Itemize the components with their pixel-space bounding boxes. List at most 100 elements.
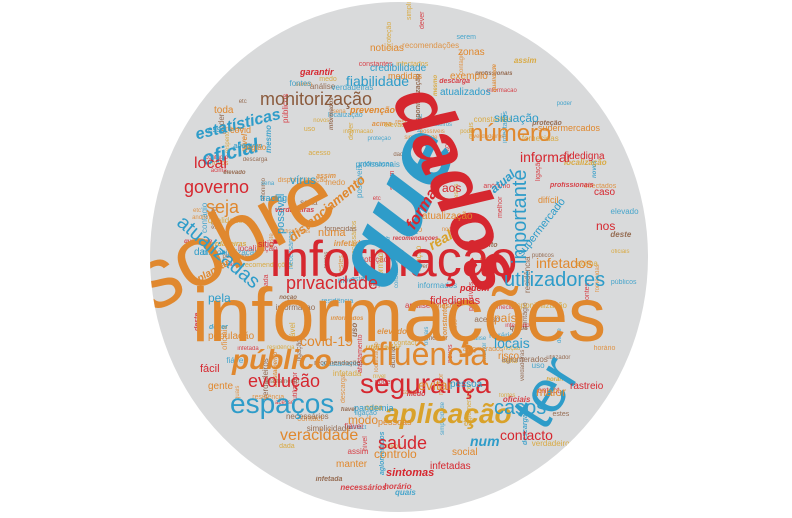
filler-word: casa xyxy=(364,403,383,413)
filler-word: aglomerados xyxy=(462,346,504,354)
word-podem: podem xyxy=(460,283,490,293)
filler-word: elevado xyxy=(377,327,407,337)
word-exemplo: exemplo xyxy=(450,71,488,82)
filler-word: nível xyxy=(372,373,386,380)
word-controlo: controlo xyxy=(374,447,417,461)
word-infetados: infetados xyxy=(536,255,593,271)
filler-word: simplicidade xyxy=(406,2,413,20)
word-informacao: informação xyxy=(270,231,518,287)
filler-word: sena xyxy=(332,108,346,115)
word-pela: pela xyxy=(208,291,231,305)
filler-word: proteção xyxy=(367,135,391,142)
word-informacoes: informações xyxy=(192,273,606,358)
word-atualizados: atualizados xyxy=(440,87,491,98)
word-atualizacao: atualização xyxy=(422,211,473,222)
filler-word: acima xyxy=(371,120,392,128)
filler-word: fornecidas xyxy=(521,134,559,144)
word-saude: saúde xyxy=(378,433,428,453)
filler-word: dever xyxy=(209,324,228,332)
filler-word: fontes xyxy=(499,392,516,399)
filler-word: qualidade xyxy=(207,215,243,225)
filler-word: poder xyxy=(374,378,393,386)
filler-word: qualidade xyxy=(184,239,213,246)
filler-word: elevado xyxy=(610,206,639,216)
filler-word: dada xyxy=(479,255,498,265)
filler-word: recomendações xyxy=(314,359,364,367)
filler-word: constantes xyxy=(358,60,393,68)
word-informar: informar xyxy=(520,149,572,165)
filler-word: verdadeiros xyxy=(420,121,453,128)
filler-word: dever xyxy=(412,264,428,271)
filler-word: novos xyxy=(209,160,229,168)
filler-word: casa xyxy=(401,388,417,396)
filler-word: residência xyxy=(321,297,354,305)
filler-word: mesmo xyxy=(407,97,433,105)
word-espacos: espaços xyxy=(230,388,335,419)
word-fiabilidade: fiabilidade xyxy=(346,73,410,89)
word-garantir: garantir xyxy=(300,67,334,77)
filler-word: oficiais xyxy=(502,394,531,404)
filler-word: informacao xyxy=(487,87,517,94)
filler-word: verdadeiras xyxy=(207,241,247,249)
filler-word: públicos xyxy=(531,253,554,260)
word-essa: essa xyxy=(208,125,225,134)
word-contacto: contacto xyxy=(500,427,553,443)
filler-word: anónimo xyxy=(233,142,263,150)
filler-word: simplicidade xyxy=(306,423,351,433)
filler-word: localização xyxy=(237,243,278,253)
word-supermercados: supermercados xyxy=(538,123,601,133)
word-num: num xyxy=(470,433,500,449)
filler-word: verdadeiras xyxy=(331,83,374,93)
filler-word: verdadeiros xyxy=(531,438,574,448)
filler-word: necessários xyxy=(285,411,329,421)
filler-word: sena xyxy=(300,197,318,207)
filler-word: verdadeiras xyxy=(274,207,315,215)
filler-word: acesso xyxy=(396,224,423,234)
word-social: social xyxy=(452,447,478,458)
filler-word: informados xyxy=(417,280,458,290)
filler-word: disponibilização xyxy=(277,177,328,185)
word-privacidade: privacidade xyxy=(286,273,379,293)
word-numa: numa xyxy=(318,227,346,239)
filler-word: infectados xyxy=(584,182,617,190)
filler-word: infetada xyxy=(315,475,343,483)
filler-word: acesso xyxy=(474,315,500,325)
filler-word: serem xyxy=(295,81,313,88)
word-zonas: zonas xyxy=(458,47,485,58)
filler-word: afastamento xyxy=(321,360,361,368)
filler-word: sena xyxy=(502,357,518,365)
filler-word: medo xyxy=(406,391,426,399)
filler-word: fiável xyxy=(344,422,364,432)
filler-word: noção xyxy=(370,282,388,289)
filler-word: noção xyxy=(441,226,459,233)
filler-word: constantes xyxy=(473,114,513,124)
filler-word: utilizador xyxy=(365,342,401,352)
word-pais: país xyxy=(494,311,517,325)
word-covid19: covid-19 xyxy=(300,333,353,349)
filler-word: informacao xyxy=(343,129,373,136)
filler-word: públicos xyxy=(610,279,637,287)
filler-word: etc xyxy=(193,207,202,214)
filler-word: localização xyxy=(328,111,363,119)
filler-word: horário xyxy=(383,481,412,491)
filler-word: localização xyxy=(563,158,607,168)
word-sitio: sitio xyxy=(258,239,275,249)
word-numero: número xyxy=(470,120,552,147)
filler-word: infetada xyxy=(332,368,362,378)
filler-word: deste xyxy=(610,230,632,240)
word-fidedignas: fidedignas xyxy=(430,295,481,307)
filler-word: profissionais xyxy=(475,71,513,78)
filler-word: recomendações xyxy=(402,41,460,51)
filler-word: residência xyxy=(267,344,295,351)
filler-word: informacao xyxy=(358,160,394,168)
filler-word: utilizador xyxy=(546,355,571,362)
filler-word: assim xyxy=(347,446,369,456)
filler-word: acesso xyxy=(308,149,331,157)
filler-word: qualidade xyxy=(492,64,499,93)
filler-word: estes xyxy=(351,276,368,284)
filler-word: assim xyxy=(513,56,537,66)
filler-word: dada xyxy=(279,442,295,450)
filler-word: informados xyxy=(330,315,364,322)
filler-word: medo xyxy=(319,75,337,83)
word-local: local xyxy=(194,155,227,172)
